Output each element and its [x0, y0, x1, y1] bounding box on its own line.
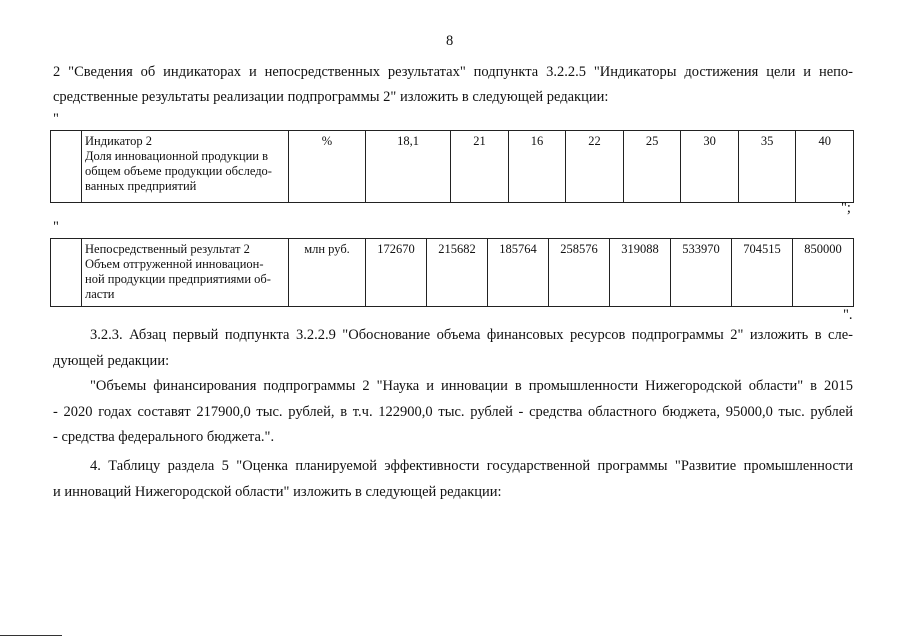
value-cell: 16 [507, 130, 567, 203]
quote-mark: " [53, 219, 59, 235]
name-line: ласти [85, 287, 115, 301]
quote-mark: "; [841, 200, 851, 216]
value-cell: 40 [795, 130, 854, 203]
value-cell: 258576 [548, 238, 610, 307]
name-line: ванных предприятий [85, 179, 197, 193]
table-body: Индикатор 2 Доля инновационной продукции … [50, 130, 854, 203]
name-cell: Индикатор 2 Доля инновационной продукции … [81, 130, 289, 203]
data-table: Индикатор 2 Доля инновационной продукции … [50, 130, 854, 203]
value-cell: 21 [450, 130, 509, 203]
value-cell: 185764 [487, 238, 549, 307]
text-line: 4. Таблицу раздела 5 "Оценка планируемой… [90, 458, 853, 474]
table-row: Индикатор 2 Доля инновационной продукции … [50, 130, 854, 203]
text-line: дующей редакции: [53, 352, 170, 369]
value-cell: 319088 [609, 238, 671, 307]
text-line: средственные результаты реализации подпр… [53, 89, 609, 105]
empty-cell [50, 238, 82, 307]
text-line: и инноваций Нижегородской области" излож… [53, 483, 502, 500]
table-row: Непосредственный результат 2 Объем отгруж… [50, 238, 854, 307]
text-line: "Объемы финансирования подпрограммы 2 "Н… [90, 378, 853, 394]
name-line: Доля инновационной продукции в [85, 149, 269, 163]
value-cell: 30 [680, 130, 739, 203]
page-number: 8 [446, 33, 454, 49]
text-line: - средства федерального бюджета.". [53, 429, 275, 445]
name-line: Непосредственный результат 2 [85, 242, 250, 256]
footnote-rule [0, 635, 62, 636]
table-body: Непосредственный результат 2 Объем отгруж… [50, 238, 854, 307]
unit-cell: млн руб. [288, 238, 366, 307]
quote-mark: ". [843, 307, 853, 323]
data-table: Непосредственный результат 2 Объем отгруж… [50, 238, 854, 307]
quote-mark: " [53, 111, 59, 127]
value-cell: 215682 [426, 238, 488, 307]
value-cell: 22 [565, 130, 624, 203]
value-cell: 35 [737, 130, 797, 203]
name-cell: Непосредственный результат 2 Объем отгруж… [81, 238, 289, 307]
text-line: 3.2.3. Абзац первый подпункта 3.2.2.9 "О… [90, 327, 853, 343]
name-line: Объем отгруженной инновацион- [85, 257, 264, 271]
empty-cell [50, 130, 82, 203]
text-line: 2 "Сведения об индикаторах и непосредств… [53, 64, 853, 80]
value-cell: 18,1 [364, 130, 452, 203]
name-line: общем объеме продукции обследо- [85, 164, 272, 178]
name-line: Индикатор 2 [85, 134, 153, 148]
text-line: - 2020 годах составят 217900,0 тыс. рубл… [53, 403, 853, 420]
value-cell: 25 [622, 130, 682, 203]
name-line: ной продукции предприятиями об- [85, 272, 271, 286]
value-cell: 704515 [731, 238, 793, 307]
unit-cell: % [288, 130, 366, 203]
value-cell: 850000 [792, 238, 854, 307]
value-cell: 533970 [670, 238, 732, 307]
value-cell: 172670 [365, 238, 427, 307]
